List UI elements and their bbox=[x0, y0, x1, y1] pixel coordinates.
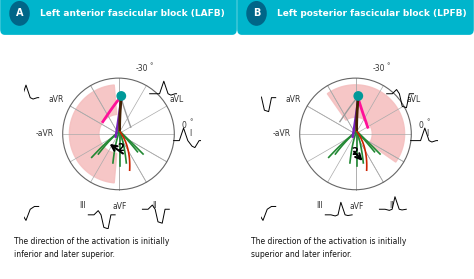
FancyBboxPatch shape bbox=[237, 0, 474, 35]
Text: A: A bbox=[16, 8, 23, 18]
Text: B: B bbox=[253, 8, 260, 18]
Circle shape bbox=[247, 2, 266, 25]
Text: Left posterior fascicular block (LPFB): Left posterior fascicular block (LPFB) bbox=[277, 9, 466, 18]
Text: The direction of the activation is initially
superior and later inferior.: The direction of the activation is initi… bbox=[251, 237, 406, 259]
Circle shape bbox=[10, 2, 29, 25]
Text: Left anterior fascicular block (LAFB): Left anterior fascicular block (LAFB) bbox=[40, 9, 225, 18]
FancyBboxPatch shape bbox=[0, 0, 237, 35]
Text: The direction of the activation is initially
inferior and later superior.: The direction of the activation is initi… bbox=[14, 237, 169, 259]
